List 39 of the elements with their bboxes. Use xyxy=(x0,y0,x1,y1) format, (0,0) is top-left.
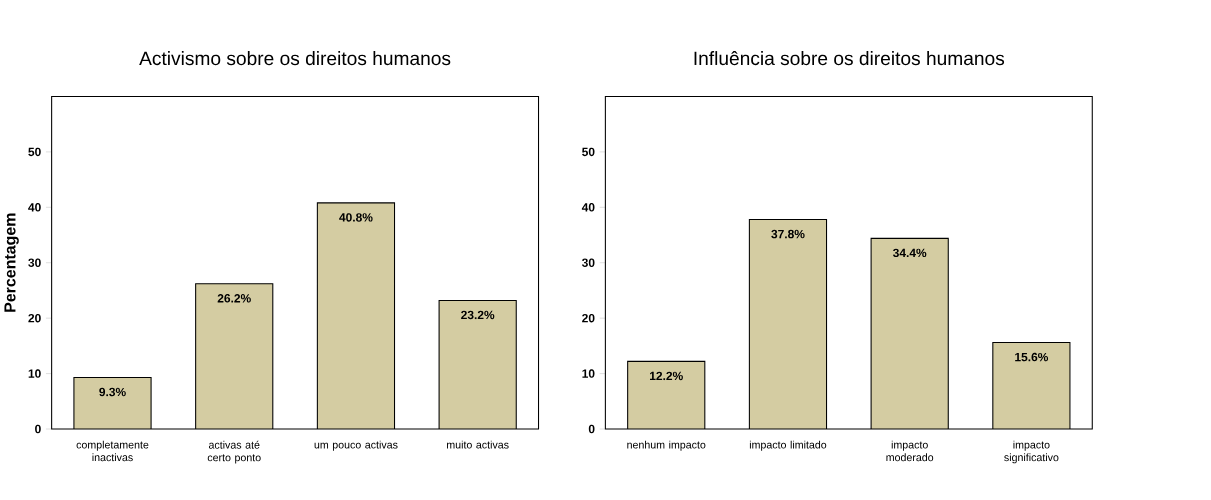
y-tick-label: 0 xyxy=(35,424,41,434)
y-tick-label: 0 xyxy=(588,424,595,434)
y-tick-label: 20 xyxy=(582,313,595,323)
x-tick-label: completamente inactivas xyxy=(76,440,149,462)
data-label: 34.4% xyxy=(892,248,927,258)
chart-title: Influência sobre os direitos humanos xyxy=(694,51,1005,66)
x-tick-label: impacto limitado xyxy=(749,440,827,451)
y-tick-label: 30 xyxy=(581,258,595,268)
bar xyxy=(627,360,706,430)
bar xyxy=(195,283,274,430)
bar xyxy=(73,377,152,430)
data-label: 9.3% xyxy=(99,387,126,397)
bar xyxy=(748,219,828,430)
y-tick-label: 20 xyxy=(28,313,41,323)
data-label: 15.6% xyxy=(1015,352,1049,362)
y-tick-label: 10 xyxy=(582,369,595,378)
x-tick-label: activas até certo ponto xyxy=(207,440,261,464)
bar xyxy=(438,299,517,430)
data-label: 12.2% xyxy=(650,371,683,381)
chart-title: Activismo sobre os direitos humanos xyxy=(139,51,451,66)
data-label: 37.8% xyxy=(771,229,805,239)
x-tick-label: um pouco activas xyxy=(314,440,398,451)
y-tick-label: 50 xyxy=(28,147,41,157)
y-tick-label: 10 xyxy=(28,369,41,378)
x-tick-label: impacto significativo xyxy=(1004,440,1059,464)
y-tick-label: 40 xyxy=(28,203,41,212)
bar xyxy=(992,342,1071,430)
y-tick-label: 50 xyxy=(582,147,595,157)
data-label: 40.8% xyxy=(339,213,373,222)
y-axis-title: Percentagem xyxy=(4,213,19,312)
bar xyxy=(870,237,949,430)
data-label: 23.2% xyxy=(461,310,495,320)
x-tick-label: nenhum impacto xyxy=(627,440,706,451)
x-tick-label: impacto moderado xyxy=(886,440,934,462)
data-label: 26.2% xyxy=(217,294,251,303)
y-tick-label: 30 xyxy=(28,258,41,268)
bar xyxy=(316,202,396,430)
y-tick-label: 40 xyxy=(581,203,595,212)
x-tick-label: muito activas xyxy=(447,440,509,449)
